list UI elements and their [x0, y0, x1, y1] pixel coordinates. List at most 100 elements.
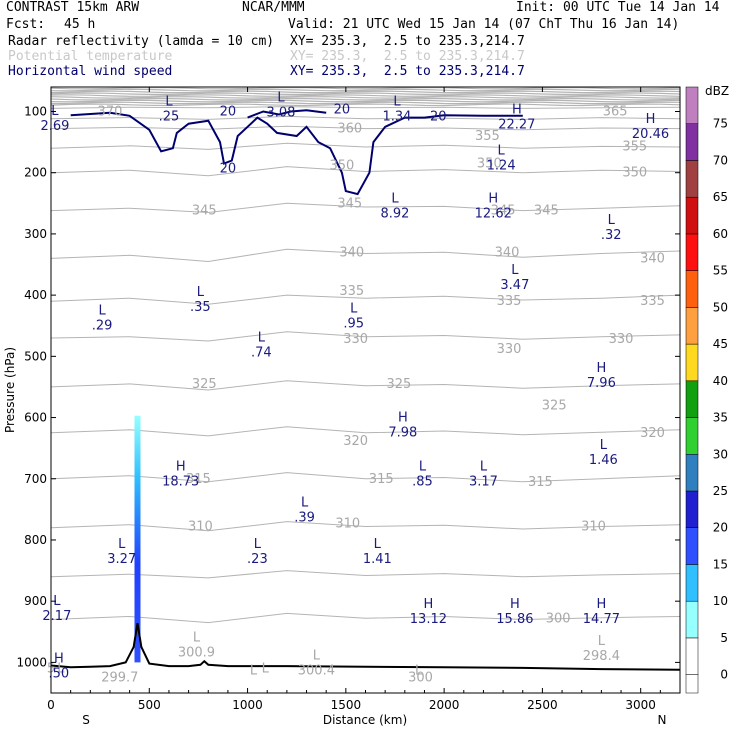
- theta-label: 345: [534, 204, 559, 219]
- extremum-value: 2.69: [40, 119, 69, 134]
- y-axis-label: Pressure (hPa): [3, 347, 17, 433]
- colorbar-level-label: 45: [713, 337, 728, 351]
- colorbar-level-label: 50: [713, 300, 728, 314]
- theta-contour-300: [51, 612, 680, 624]
- theta-label: 340: [640, 251, 665, 266]
- extremum-value: .85: [412, 474, 433, 489]
- theta-label: 325: [192, 377, 217, 392]
- extremum-kind: L: [301, 496, 309, 511]
- theta-contour-335: [51, 294, 680, 305]
- extremum-kind: L: [193, 630, 201, 645]
- extremum-value: 13.12: [410, 612, 447, 627]
- theta-band-line: [51, 90, 680, 94]
- extremum-value: 3.08: [267, 105, 296, 120]
- field-name-wind: Horizontal wind speed: [8, 64, 173, 79]
- extremum-kind: L: [498, 144, 506, 159]
- theta-band-line: [51, 101, 680, 105]
- x-tick-label: 2000: [429, 698, 460, 712]
- theta-label: 325: [542, 398, 567, 413]
- y-tick-label: 500: [24, 349, 47, 363]
- extremum-value: 15.86: [496, 612, 533, 627]
- extremum-value: 14.77: [583, 612, 620, 627]
- model-title: CONTRAST 15km ARW: [6, 0, 140, 15]
- colorbar-level-label: 10: [713, 594, 728, 608]
- theta-label: 315: [186, 472, 211, 487]
- extremum-kind: L: [480, 459, 488, 474]
- y-tick-label: 900: [24, 594, 47, 608]
- extremum-kind: H: [424, 597, 434, 612]
- wind-contour-20-inner: [247, 109, 327, 119]
- extremum-kind: L: [258, 330, 266, 345]
- colorbar-level-label: 0: [720, 668, 728, 682]
- theta-label: 315: [528, 475, 553, 490]
- theta-label: 340: [339, 245, 364, 260]
- reflectivity-colorbar: 0 5 10 15 20 25 30 35 40 45 50 55 60 65 70 75: [685, 86, 728, 694]
- reflectivity-column: [134, 415, 141, 663]
- field-name-reflectivity: Radar reflectivity (lamda = 10 cm): [8, 34, 275, 49]
- theta-band-line: [51, 103, 680, 107]
- theta-contour-350: [51, 166, 680, 177]
- theta-band-line: [51, 96, 680, 99]
- theta-contour-355: [51, 142, 680, 150]
- theta-label: 350: [329, 158, 354, 173]
- extremum-value: 3.27: [107, 552, 136, 567]
- theta-label: 310: [581, 520, 606, 535]
- wind-contour-label: 20: [334, 103, 351, 118]
- extremum-value: 18.73: [162, 474, 199, 489]
- theta-label: 365: [603, 104, 628, 119]
- theta-label: 330: [497, 342, 522, 357]
- colorbar-level-label: 15: [713, 557, 728, 571]
- theta-band-line: [51, 88, 680, 92]
- theta-contour-360: [51, 125, 680, 131]
- extremum-kind: L: [118, 537, 126, 552]
- extremum-kind: H: [596, 361, 606, 376]
- wind-contour-label: 20: [220, 104, 237, 119]
- extremum-kind: H: [646, 112, 656, 127]
- theta-contour-365: [51, 115, 680, 120]
- colorbar-swatch: [685, 307, 699, 345]
- extremum-kind: H: [398, 411, 408, 426]
- field-xy-theta: XY= 235.3, 2.5 to 235.3,214.7: [290, 49, 525, 64]
- x-tick-label: 2500: [527, 698, 558, 712]
- wind-contour-label: 20: [220, 161, 237, 176]
- theta-label: 350: [477, 157, 502, 172]
- extremum-value: .23: [247, 552, 268, 567]
- wind-speed-contours: [70, 109, 523, 196]
- colorbar-swatch: [685, 637, 699, 675]
- extremum-kind: L: [598, 634, 606, 649]
- theta-label: 330: [609, 332, 634, 347]
- center-title: NCAR/MMM: [242, 0, 305, 15]
- theta-label: 300: [546, 611, 571, 626]
- colorbar-level-label: 55: [713, 264, 728, 278]
- wind-contour-20: [70, 111, 523, 196]
- theta-band-line: [51, 98, 680, 101]
- field-name-theta: Potential temperature: [8, 49, 173, 64]
- theta-contour-320: [51, 426, 680, 437]
- extremum-value: .95: [343, 317, 364, 332]
- x-tick-label: 3000: [625, 698, 656, 712]
- extremum-value: 300.9: [178, 645, 215, 660]
- field-xy-wind: XY= 235.3, 2.5 to 235.3,214.7: [290, 64, 525, 79]
- extremum-kind: L: [600, 438, 608, 453]
- extremum-value: .50: [49, 667, 70, 682]
- theta-label: 370: [98, 104, 123, 119]
- extremum-value: 300.4: [298, 664, 335, 679]
- extremum-kind: L: [350, 302, 358, 317]
- colorbar-swatch: [685, 490, 699, 528]
- colorbar-swatch: [685, 380, 699, 418]
- extremum-value: 1.24: [487, 159, 516, 174]
- extremum-value: .35: [190, 300, 211, 315]
- theta-contour-315: [51, 472, 680, 483]
- extremum-kind: H: [176, 459, 186, 474]
- theta-band-line: [51, 92, 680, 96]
- extremum-kind: H: [488, 191, 498, 206]
- y-tick-label: 800: [24, 533, 47, 547]
- colorbar-swatch: [685, 196, 699, 235]
- colorbar-unit: dBZ: [705, 84, 729, 98]
- colorbar-level-label: 20: [713, 521, 728, 535]
- extremum-kind: L: [165, 95, 173, 110]
- extremum-value: 1.34: [382, 110, 411, 125]
- y-tick-label: 600: [24, 411, 47, 425]
- colorbar-swatch: [685, 233, 699, 271]
- colorbar-swatch: [685, 527, 699, 565]
